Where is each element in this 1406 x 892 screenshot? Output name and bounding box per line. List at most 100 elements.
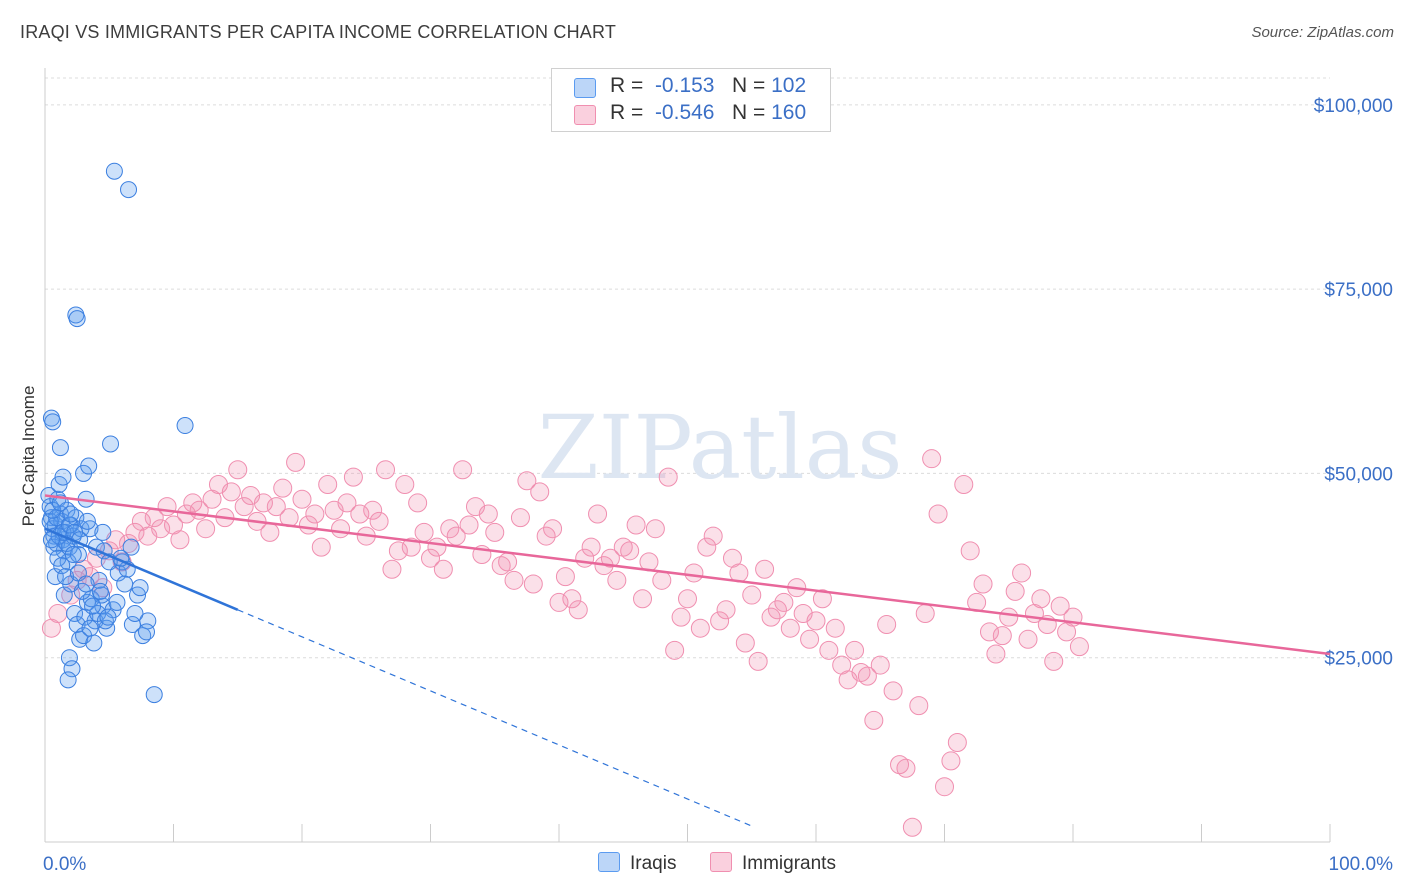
iraqis-point (131, 579, 149, 597)
iraqis-point (80, 457, 98, 475)
immigrants-point (568, 600, 588, 620)
trend-lines (44, 494, 1331, 827)
chart-title: IRAQI VS IMMIGRANTS PER CAPITA INCOME CO… (20, 22, 617, 42)
immigrants-point (665, 640, 685, 660)
bottom-swatch-iraqis (598, 852, 620, 872)
immigrants-point (742, 585, 762, 605)
bottom-legend-immigrants: Immigrants (710, 852, 836, 875)
iraqis-point (69, 546, 87, 564)
y-axis-label: Per Capita Income (19, 386, 38, 527)
immigrants-point (986, 644, 1006, 664)
immigrants-point (883, 681, 903, 701)
immigrants-point (440, 519, 460, 539)
immigrants-point (1031, 589, 1051, 609)
y-tick-labels: $25,000 $50,000 $75,000 $100,000 (1314, 96, 1393, 670)
immigrants-point (1005, 581, 1025, 601)
iraqis-point (51, 439, 69, 457)
immigrants-point (286, 452, 306, 472)
immigrants-point (234, 497, 254, 517)
immigrants-point (890, 755, 910, 775)
immigrants-point (260, 522, 280, 542)
immigrants-point (151, 519, 171, 539)
immigrants-point (896, 758, 916, 778)
immigrants-point (318, 474, 338, 494)
iraqis-point (102, 435, 120, 453)
iraqis-point (176, 417, 194, 435)
immigrants-point (645, 519, 665, 539)
iraqis-point (60, 649, 78, 667)
immigrants-point (703, 526, 723, 546)
iraqis-point (81, 619, 99, 637)
immigrants-point (221, 482, 241, 502)
immigrants-point (902, 817, 922, 837)
iraqis-point (108, 593, 126, 611)
immigrants-point (684, 563, 704, 583)
immigrants-point (947, 732, 967, 752)
legend-swatch-iraqis (574, 78, 596, 98)
immigrants-point (979, 622, 999, 642)
immigrants-point (523, 574, 543, 594)
iraqis-point (84, 597, 102, 615)
immigrants-point (973, 574, 993, 594)
immigrants-point (607, 570, 627, 590)
iraqis-point (44, 413, 62, 431)
y-tick-label: $25,000 (1324, 649, 1393, 670)
immigrants-trend-line (44, 494, 1331, 656)
immigrants-point (530, 482, 550, 502)
immigrants-point (857, 666, 877, 686)
iraqis-point (109, 564, 127, 582)
immigrants-point (549, 592, 569, 612)
immigrants-point (935, 777, 954, 797)
immigrants-point (851, 662, 871, 682)
immigrants-point (433, 559, 453, 579)
iraqis-point (63, 660, 81, 678)
immigrants-points (41, 449, 1089, 837)
immigrants-point (401, 537, 421, 557)
immigrants-point (478, 504, 498, 524)
immigrants-point (697, 537, 717, 557)
immigrants-point (864, 710, 884, 730)
immigrants-point (800, 629, 820, 649)
immigrants-point (761, 607, 781, 627)
immigrants-point (928, 504, 948, 524)
immigrants-point (196, 519, 216, 539)
immigrants-point (292, 489, 312, 509)
bottom-legend-label-iraqis: Iraqis (630, 853, 677, 874)
immigrants-point (337, 493, 357, 513)
iraqis-point (57, 568, 75, 586)
immigrants-point (710, 611, 730, 631)
immigrants-point (395, 474, 415, 494)
immigrants-point (1069, 637, 1089, 657)
immigrants-point (812, 589, 832, 609)
immigrants-point (915, 603, 935, 623)
immigrants-point (369, 511, 389, 531)
immigrants-point (992, 626, 1012, 646)
iraqis-point (138, 623, 156, 641)
iraqis-point (54, 468, 72, 486)
iraqis-point (62, 505, 80, 523)
iraqis-point (55, 586, 73, 604)
immigrants-point (922, 449, 942, 469)
immigrants-point (690, 618, 710, 638)
immigrants-point (774, 592, 794, 612)
immigrants-point (485, 522, 505, 542)
immigrants-point (716, 600, 736, 620)
immigrants-point (562, 589, 582, 609)
immigrants-point (954, 474, 974, 494)
iraqis-point (59, 671, 77, 689)
x-tick-label-end: 100.0% (1329, 854, 1394, 875)
immigrants-point (421, 548, 440, 568)
immigrants-point (376, 460, 396, 480)
iraqis-point (99, 608, 117, 626)
immigrants-point (581, 537, 601, 557)
immigrants-point (671, 607, 691, 627)
iraqis-point (126, 604, 144, 622)
correlation-legend: R = -0.153 N = 102 R = -0.546 N = 160 (551, 68, 831, 132)
axes (44, 68, 1331, 843)
immigrants-point (735, 633, 755, 653)
immigrants-point (48, 603, 68, 623)
legend-swatch-immigrants (574, 105, 596, 125)
immigrants-point (498, 552, 518, 572)
immigrants-point (825, 618, 845, 638)
immigrants-point (658, 467, 678, 487)
